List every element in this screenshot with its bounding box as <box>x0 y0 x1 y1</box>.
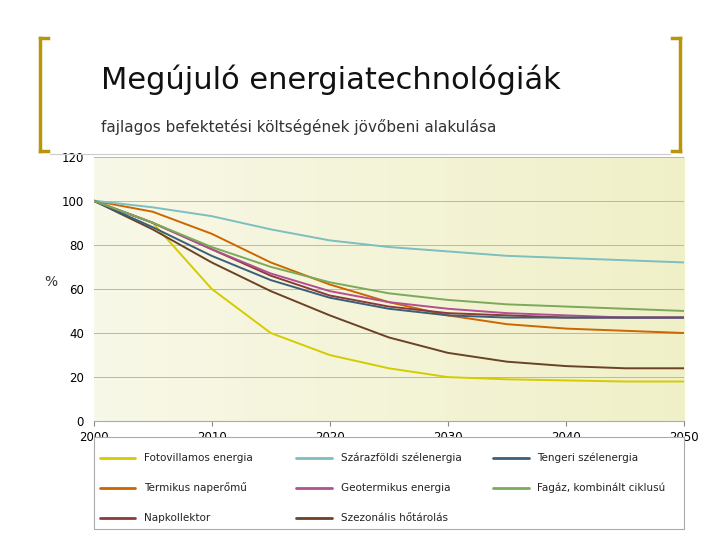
Text: fajlagos befektetési költségének jövőbeni alakulása: fajlagos befektetési költségének jövőben… <box>101 119 496 135</box>
Text: Szezonális hőtárolás: Szezonális hőtárolás <box>341 513 448 523</box>
Y-axis label: %: % <box>44 275 57 289</box>
Text: Megújuló energiatechnológiák: Megújuló energiatechnológiák <box>101 65 561 95</box>
Text: Szárazföldi szélenergia: Szárazföldi szélenergia <box>341 453 462 463</box>
FancyBboxPatch shape <box>94 437 684 529</box>
Text: Napkollektor: Napkollektor <box>144 513 210 523</box>
Text: Termikus naperőmű: Termikus naperőmű <box>144 482 247 494</box>
Text: Tengeri szélenergia: Tengeri szélenergia <box>537 453 639 463</box>
Text: Geotermikus energia: Geotermikus energia <box>341 483 450 493</box>
Text: Fagáz, kombinált ciklusú: Fagáz, kombinált ciklusú <box>537 483 665 493</box>
Text: Fotovillamos energia: Fotovillamos energia <box>144 453 253 463</box>
